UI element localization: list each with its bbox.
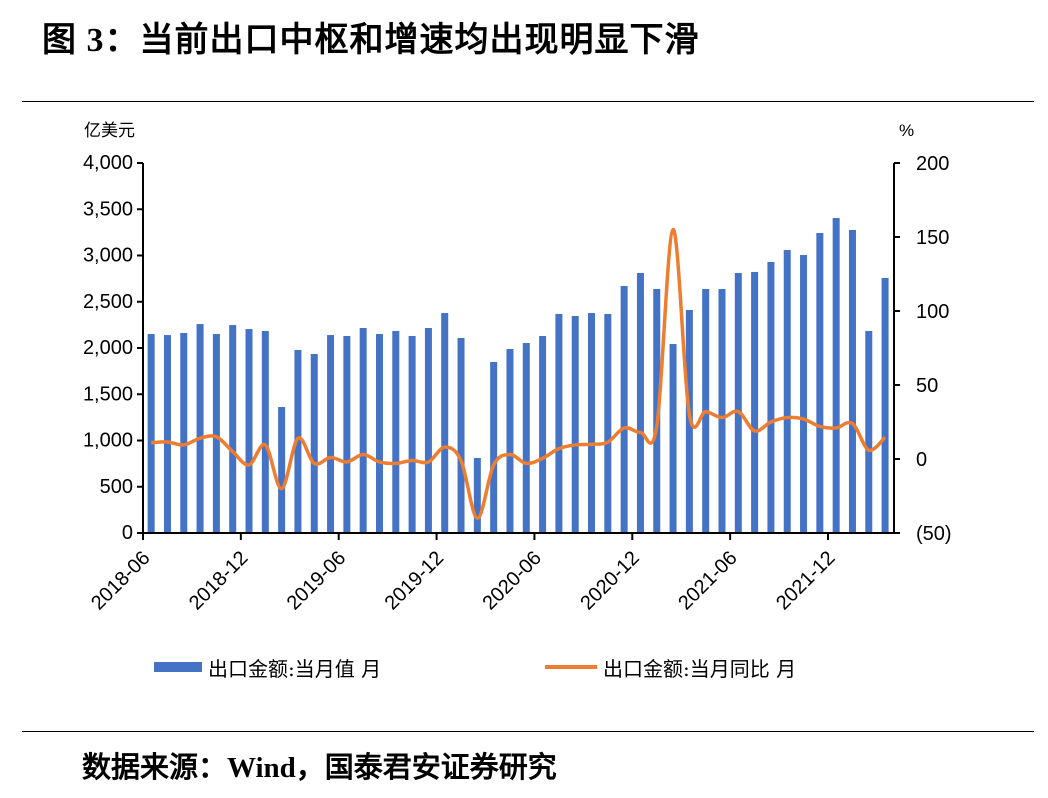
right-tick-label: (50) bbox=[916, 523, 952, 545]
left-tick-label: 0 bbox=[122, 522, 133, 544]
bar-2021-05 bbox=[718, 288, 726, 533]
bar-2019-02 bbox=[278, 407, 286, 533]
yoy-growth-line bbox=[151, 227, 887, 520]
bar-2020-10 bbox=[604, 313, 612, 533]
x-tick-label: 2018-06 bbox=[87, 547, 154, 614]
bar-2018-07 bbox=[163, 335, 171, 533]
bar-2021-11 bbox=[816, 233, 824, 533]
bar-2020-05 bbox=[522, 343, 530, 533]
legend: 出口金额:当月值 月 出口金额:当月同比 月 bbox=[154, 657, 796, 681]
bar-2018-06 bbox=[147, 334, 155, 533]
bar-2019-06 bbox=[343, 335, 351, 533]
bar-2019-05 bbox=[327, 335, 335, 533]
bar-2020-03 bbox=[490, 361, 498, 533]
bar-2020-09 bbox=[588, 313, 596, 533]
left-tick-label: 3,000 bbox=[83, 245, 133, 267]
bottom-divider bbox=[22, 731, 1034, 732]
bar-2019-01 bbox=[261, 330, 269, 533]
bar-2021-08 bbox=[767, 261, 775, 533]
bar-2019-07 bbox=[359, 328, 367, 533]
bar-2021-06 bbox=[734, 272, 742, 533]
bar-2021-09 bbox=[783, 250, 791, 534]
right-tick-label: 200 bbox=[916, 153, 949, 175]
bar-2021-02 bbox=[669, 344, 677, 533]
bar-2018-11 bbox=[229, 325, 237, 533]
left-tick-label: 2,000 bbox=[83, 337, 133, 359]
left-tick-label: 1,500 bbox=[83, 383, 133, 405]
bar-2020-06 bbox=[539, 335, 547, 533]
bar-2018-10 bbox=[212, 334, 220, 533]
bar-2020-07 bbox=[555, 313, 563, 533]
left-tick-label: 3,500 bbox=[83, 198, 133, 220]
legend-bar-label: 出口金额:当月值 月 bbox=[208, 657, 381, 681]
x-tick-label: 2019-06 bbox=[283, 547, 350, 614]
figure-title: 图 3：当前出口中枢和增速均出现明显下滑 bbox=[42, 22, 700, 59]
right-tick-label: 150 bbox=[916, 227, 949, 249]
right-tick-label: 0 bbox=[916, 449, 927, 471]
bar-2021-12 bbox=[832, 218, 840, 533]
bar-2022-03 bbox=[881, 277, 889, 533]
x-tick-label: 2018-12 bbox=[185, 547, 252, 614]
bar-2018-12 bbox=[245, 329, 253, 533]
bar-2020-02 bbox=[473, 457, 481, 533]
bar-2021-07 bbox=[751, 271, 759, 533]
right-axis-unit: % bbox=[899, 121, 914, 140]
left-tick-label: 500 bbox=[100, 476, 133, 498]
bar-2020-01 bbox=[457, 338, 465, 533]
bar-2019-08 bbox=[375, 334, 383, 533]
bar-2019-12 bbox=[441, 313, 449, 533]
bar-2018-09 bbox=[196, 324, 204, 533]
bar-2022-02 bbox=[865, 330, 873, 533]
x-tick-label: 2020-06 bbox=[479, 547, 546, 614]
bar-2019-03 bbox=[294, 350, 302, 533]
bar-2022-01 bbox=[848, 229, 856, 533]
bar-2019-04 bbox=[310, 354, 318, 533]
legend-line-label: 出口金额:当月同比 月 bbox=[603, 657, 796, 681]
bar-2020-04 bbox=[506, 349, 514, 533]
x-tick-label: 2019-12 bbox=[381, 547, 448, 614]
bar-2019-10 bbox=[408, 335, 416, 533]
bar-2021-10 bbox=[800, 255, 808, 533]
left-axis-unit: 亿美元 bbox=[84, 121, 135, 140]
left-tick-label: 2,500 bbox=[83, 291, 133, 313]
right-tick-label: 50 bbox=[916, 375, 938, 397]
bar-2018-08 bbox=[180, 333, 188, 533]
x-tick-label: 2020-12 bbox=[576, 547, 643, 614]
x-tick-label: 2021-06 bbox=[674, 547, 741, 614]
x-tick-label: 2021-12 bbox=[772, 547, 839, 614]
bar-2020-11 bbox=[620, 286, 628, 533]
right-tick-label: 100 bbox=[916, 301, 949, 323]
bar-2019-11 bbox=[424, 328, 432, 533]
bar-2020-12 bbox=[636, 272, 644, 533]
bar-2019-09 bbox=[392, 330, 400, 533]
left-tick-label: 1,000 bbox=[83, 430, 133, 452]
legend-bar-swatch bbox=[154, 662, 202, 672]
top-divider bbox=[22, 101, 1034, 102]
left-tick-label: 4,000 bbox=[83, 152, 133, 174]
source-note: 数据来源：Wind，国泰君安证券研究 bbox=[82, 752, 557, 784]
bar-2020-08 bbox=[571, 315, 579, 533]
